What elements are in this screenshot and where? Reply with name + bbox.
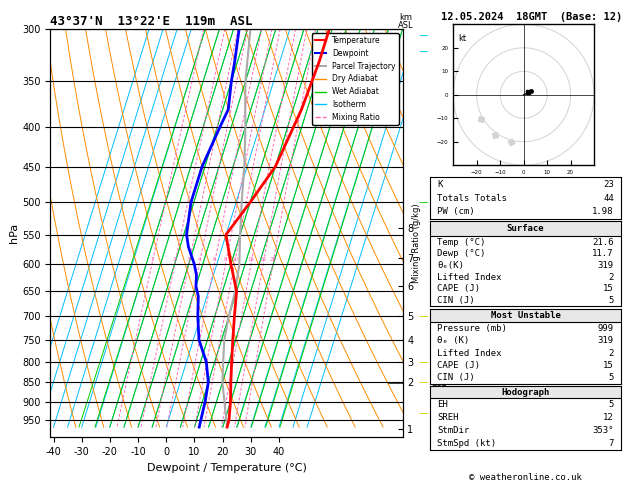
Text: 353°: 353° xyxy=(593,426,614,434)
Text: 2: 2 xyxy=(608,273,614,281)
Text: Temp (°C): Temp (°C) xyxy=(437,238,486,247)
Y-axis label: hPa: hPa xyxy=(9,223,19,243)
Text: —: — xyxy=(418,30,428,40)
Text: Lifted Index: Lifted Index xyxy=(437,273,502,281)
Text: Surface: Surface xyxy=(507,224,544,233)
Bar xyxy=(430,386,621,398)
Text: 1.98: 1.98 xyxy=(593,208,614,216)
Text: CAPE (J): CAPE (J) xyxy=(437,284,481,293)
Text: 999: 999 xyxy=(598,324,614,333)
Text: Pressure (mb): Pressure (mb) xyxy=(437,324,507,333)
Text: CAPE (J): CAPE (J) xyxy=(437,361,481,370)
Text: Mixing Ratio (g/kg): Mixing Ratio (g/kg) xyxy=(412,203,421,283)
Text: —: — xyxy=(418,197,428,208)
Text: 4: 4 xyxy=(198,257,201,262)
Text: ASL: ASL xyxy=(398,21,413,30)
Text: 15: 15 xyxy=(247,257,255,262)
Text: K: K xyxy=(437,180,443,189)
Text: CIN (J): CIN (J) xyxy=(437,373,475,382)
Text: —: — xyxy=(418,377,428,387)
Text: —: — xyxy=(418,46,428,56)
Text: 25: 25 xyxy=(269,257,276,262)
Text: LCL: LCL xyxy=(431,379,446,388)
Text: —: — xyxy=(418,312,428,321)
Text: —: — xyxy=(418,408,428,418)
Text: 15: 15 xyxy=(603,361,614,370)
Text: —: — xyxy=(418,357,428,367)
Text: 7: 7 xyxy=(608,438,614,448)
Text: CIN (J): CIN (J) xyxy=(437,296,475,305)
X-axis label: Dewpoint / Temperature (°C): Dewpoint / Temperature (°C) xyxy=(147,463,306,473)
Text: Dewp (°C): Dewp (°C) xyxy=(437,249,486,259)
Text: 12: 12 xyxy=(603,413,614,422)
Text: SREH: SREH xyxy=(437,413,459,422)
Text: EH: EH xyxy=(437,399,448,409)
Text: 5: 5 xyxy=(608,296,614,305)
Text: θₑ (K): θₑ (K) xyxy=(437,336,469,345)
Text: 23: 23 xyxy=(603,180,614,189)
Text: 20: 20 xyxy=(260,257,267,262)
Text: Most Unstable: Most Unstable xyxy=(491,311,560,320)
Text: 2: 2 xyxy=(608,348,614,358)
Text: 15: 15 xyxy=(603,284,614,293)
Text: 319: 319 xyxy=(598,336,614,345)
Text: StmSpd (kt): StmSpd (kt) xyxy=(437,438,496,448)
Text: 12.05.2024  18GMT  (Base: 12): 12.05.2024 18GMT (Base: 12) xyxy=(441,12,622,22)
Text: StmDir: StmDir xyxy=(437,426,469,434)
Text: km: km xyxy=(399,13,412,22)
Text: 319: 319 xyxy=(598,261,614,270)
Text: kt: kt xyxy=(458,34,466,43)
Text: 10: 10 xyxy=(231,257,238,262)
Text: 2: 2 xyxy=(173,257,177,262)
Text: 21.6: 21.6 xyxy=(593,238,614,247)
Bar xyxy=(430,309,621,322)
Text: 11.7: 11.7 xyxy=(593,249,614,259)
Text: θₑ(K): θₑ(K) xyxy=(437,261,464,270)
Text: 44: 44 xyxy=(603,193,614,203)
Text: 43°37'N  13°22'E  119m  ASL: 43°37'N 13°22'E 119m ASL xyxy=(50,15,253,28)
Bar xyxy=(430,221,621,236)
Text: 8: 8 xyxy=(224,257,227,262)
Text: 5: 5 xyxy=(608,373,614,382)
Text: Lifted Index: Lifted Index xyxy=(437,348,502,358)
Text: 1: 1 xyxy=(150,257,153,262)
Text: 6: 6 xyxy=(213,257,216,262)
Text: © weatheronline.co.uk: © weatheronline.co.uk xyxy=(469,473,582,482)
Text: 3: 3 xyxy=(187,257,191,262)
Text: 5: 5 xyxy=(608,399,614,409)
Legend: Temperature, Dewpoint, Parcel Trajectory, Dry Adiabat, Wet Adiabat, Isotherm, Mi: Temperature, Dewpoint, Parcel Trajectory… xyxy=(311,33,399,125)
Text: Hodograph: Hodograph xyxy=(501,387,550,397)
Text: PW (cm): PW (cm) xyxy=(437,208,475,216)
Text: Totals Totals: Totals Totals xyxy=(437,193,507,203)
